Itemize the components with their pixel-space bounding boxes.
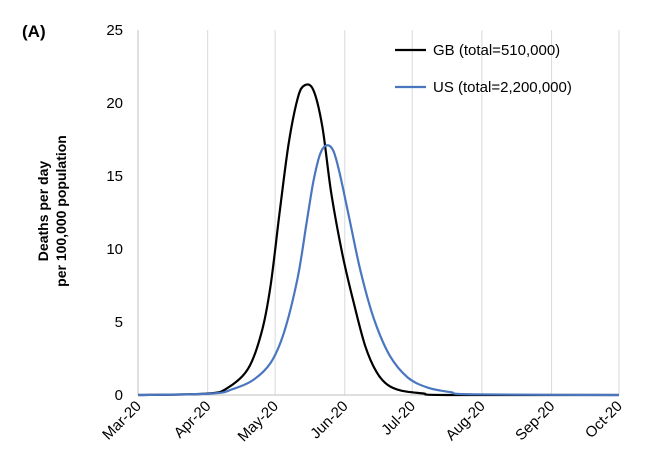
x-tick-label: Oct-20 (582, 398, 626, 442)
y-tick-label: 10 (106, 241, 123, 258)
x-tick-labels: Mar-20 Apr-20 May-20 Jun-20 Jul-20 Aug-20 Sep-… (99, 398, 626, 445)
series-line-gb (137, 83, 619, 397)
x-tick-label: Jul-20 (378, 398, 419, 439)
y-tick-label: 15 (106, 168, 123, 185)
x-tick-label: Apr-20 (171, 398, 215, 442)
x-tick-label: May-20 (235, 398, 282, 445)
y-tick-label: 25 (106, 22, 123, 39)
y-tick-label: 5 (115, 314, 123, 331)
series-line-us (137, 144, 620, 397)
legend-label: US (total=2,200,000) (433, 79, 572, 96)
y-tick-label: 0 (115, 387, 123, 404)
series-lines (137, 83, 620, 397)
y-tick-labels: 0 5 10 15 20 25 (106, 22, 123, 404)
panel-label: (A) (22, 22, 46, 41)
grid-lines (207, 30, 620, 395)
x-tick-label: Jun-20 (307, 398, 351, 442)
y-tick-label: 20 (106, 95, 123, 112)
legend: GB (total=510,000) US (total=2,200,000) (395, 42, 572, 96)
x-tick-label: Mar-20 (99, 398, 145, 444)
x-tick-label: Aug-20 (442, 398, 488, 444)
legend-label: GB (total=510,000) (433, 42, 560, 59)
x-tick-label: Sep-20 (512, 398, 558, 444)
